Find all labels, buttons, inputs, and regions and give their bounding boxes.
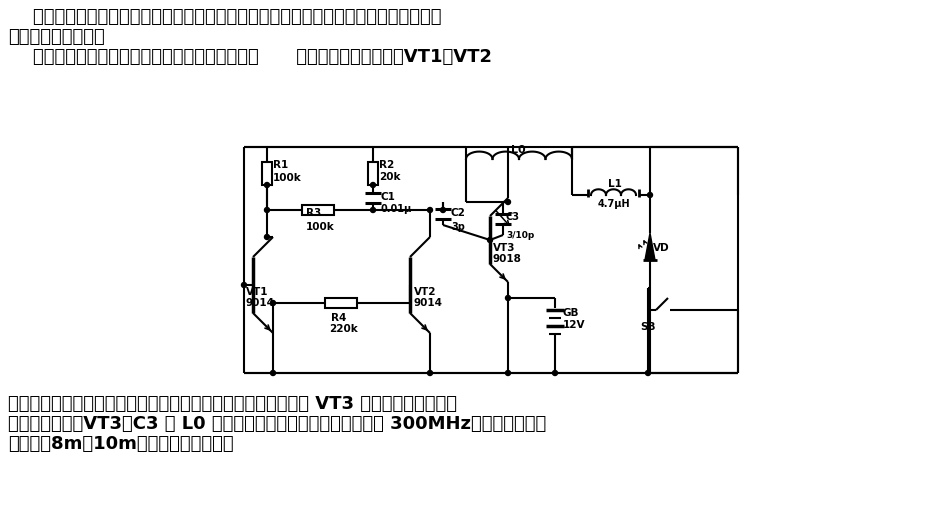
- Circle shape: [647, 193, 653, 197]
- Circle shape: [645, 371, 650, 375]
- Text: GB: GB: [563, 308, 580, 318]
- Circle shape: [270, 300, 275, 306]
- Bar: [325, 298, 357, 308]
- Text: 该两用调光器可对目前使用的各类灯具配套、改造使用。整个电路简单可靠，适合广大: 该两用调光器可对目前使用的各类灯具配套、改造使用。整个电路简单可靠，适合广大: [8, 8, 441, 26]
- Text: L0: L0: [511, 145, 526, 155]
- Circle shape: [488, 238, 493, 242]
- Circle shape: [370, 208, 376, 212]
- Text: 12V: 12V: [563, 320, 586, 330]
- Text: 等组成多谐振荡电路，成为发射机的调制电路，调制信号控制由 VT3 及外部元件组成的射: 等组成多谐振荡电路，成为发射机的调制电路，调制信号控制由 VT3 及外部元件组成…: [8, 395, 457, 413]
- Text: 0.01μ: 0.01μ: [381, 204, 412, 214]
- Circle shape: [552, 371, 557, 375]
- Text: 用距离为8m～10m，可满足家庭需要。: 用距离为8m～10m，可满足家庭需要。: [8, 435, 233, 453]
- Text: R1: R1: [273, 160, 288, 170]
- Text: 9014: 9014: [414, 298, 443, 308]
- Bar: [368, 162, 378, 185]
- Text: 3/10p: 3/10p: [506, 231, 534, 240]
- Circle shape: [440, 208, 445, 212]
- Circle shape: [427, 371, 433, 375]
- Circle shape: [506, 200, 511, 204]
- Circle shape: [241, 282, 247, 288]
- Polygon shape: [645, 233, 655, 260]
- Bar: [262, 162, 272, 185]
- Text: R3: R3: [306, 208, 322, 218]
- Text: 频电路的工作。VT3、C3 及 L0 等组成射频振荡电路，振荡频率约为 300MHz。发射机有效作: 频电路的工作。VT3、C3 及 L0 等组成射频振荡电路，振荡频率约为 300M…: [8, 415, 547, 433]
- Circle shape: [265, 208, 270, 212]
- Text: C3: C3: [506, 212, 520, 222]
- Text: C2: C2: [451, 209, 466, 219]
- Circle shape: [370, 183, 376, 187]
- Text: 220k: 220k: [329, 324, 358, 334]
- Text: 这套调光器由两部分组成：发射机和接收机。图      是发射机电路原理图。VT1、VT2: 这套调光器由两部分组成：发射机和接收机。图 是发射机电路原理图。VT1、VT2: [8, 48, 492, 66]
- Text: 100k: 100k: [306, 222, 335, 232]
- Text: VT3: VT3: [493, 243, 515, 253]
- Text: 3p: 3p: [451, 222, 465, 231]
- Circle shape: [506, 371, 511, 375]
- Circle shape: [265, 183, 270, 187]
- Bar: [302, 205, 334, 215]
- Text: R2: R2: [379, 160, 394, 170]
- Text: 20k: 20k: [379, 172, 400, 182]
- Text: 无线电爱好者制作。: 无线电爱好者制作。: [8, 28, 104, 46]
- Circle shape: [265, 234, 270, 240]
- Text: VD: VD: [653, 243, 670, 253]
- Circle shape: [506, 296, 511, 300]
- Text: 9014: 9014: [246, 298, 275, 308]
- Text: SB: SB: [640, 322, 656, 332]
- Text: C1: C1: [381, 193, 396, 203]
- Text: 9018: 9018: [493, 254, 522, 264]
- Circle shape: [427, 208, 433, 212]
- Text: VT2: VT2: [414, 287, 437, 297]
- Text: L1: L1: [608, 179, 622, 189]
- Text: 100k: 100k: [273, 173, 302, 183]
- Text: R4: R4: [331, 313, 346, 323]
- Text: VT1: VT1: [246, 287, 269, 297]
- Text: 4.7μH: 4.7μH: [598, 199, 631, 209]
- Circle shape: [270, 371, 275, 375]
